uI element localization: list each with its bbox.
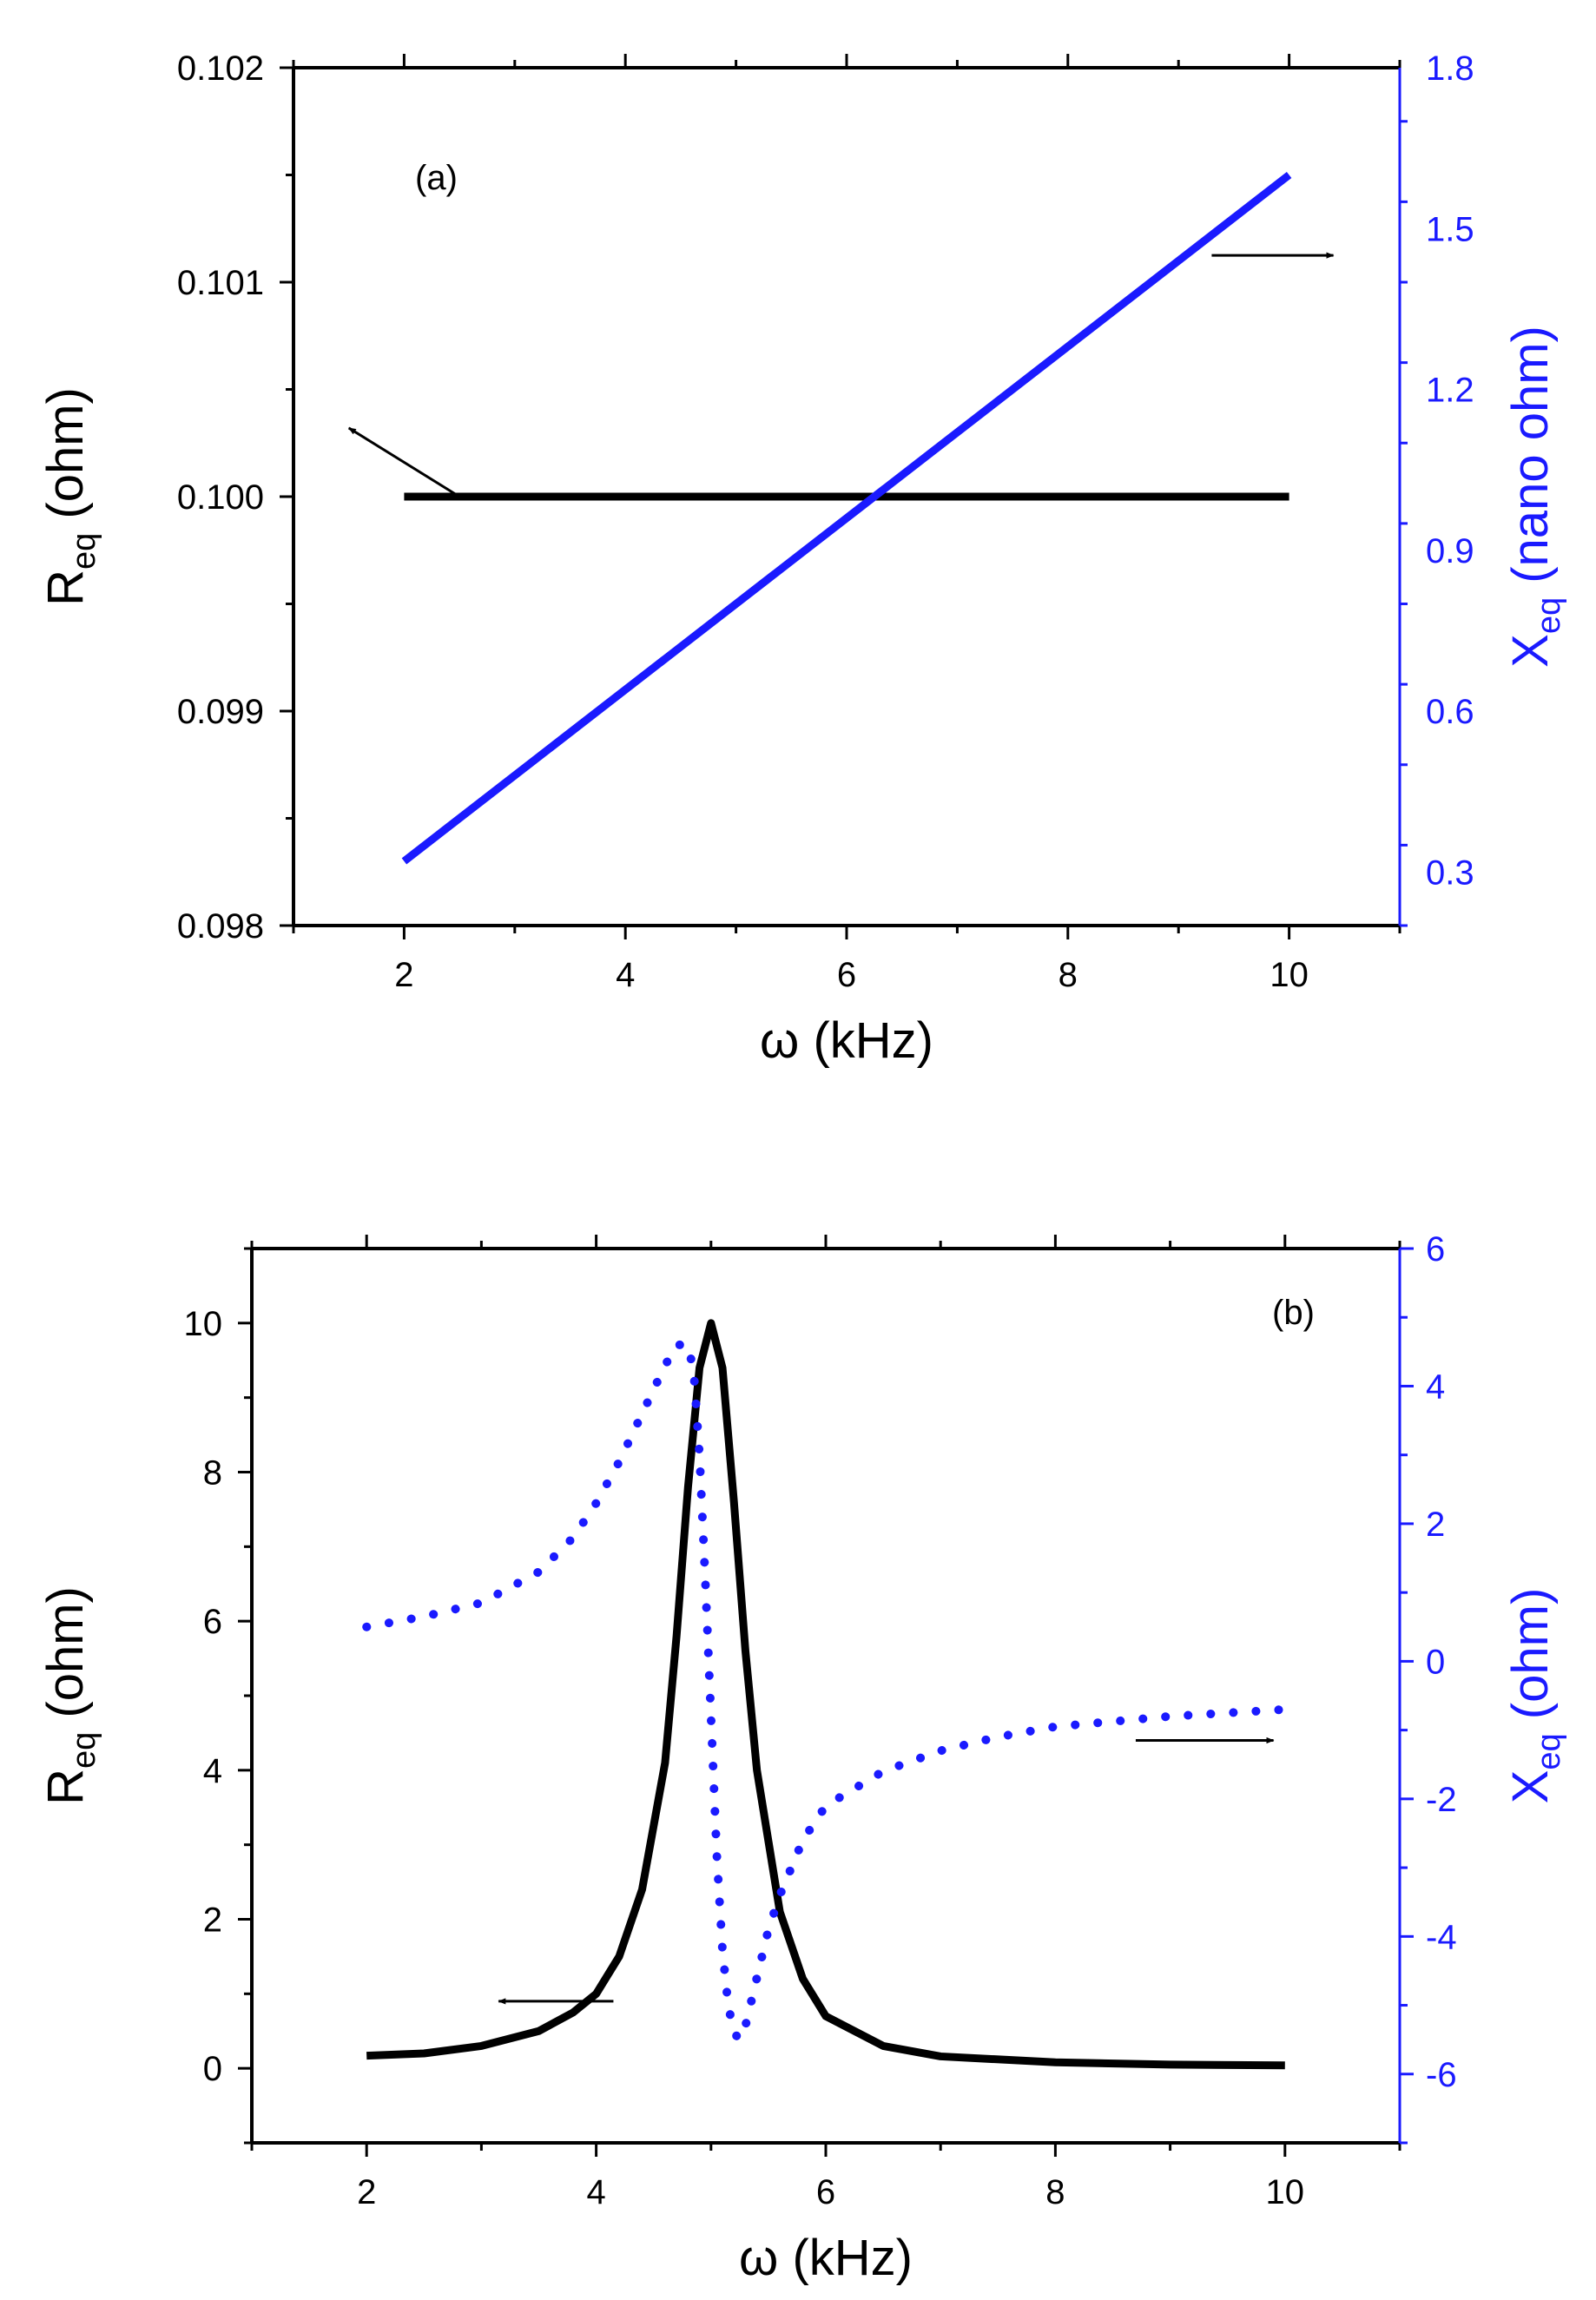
right-y-title-unit: (ohm) xyxy=(1502,1588,1559,1734)
x-tick-label: 2 xyxy=(394,956,413,994)
right-y-title-main: X xyxy=(1502,634,1559,668)
right-y-title-unit: (nano ohm) xyxy=(1502,326,1559,597)
x-tick-label: 4 xyxy=(616,956,635,994)
x-tick-label: 6 xyxy=(816,2173,835,2211)
panel-label: (b) xyxy=(1272,1294,1315,1332)
x-tick-label: 10 xyxy=(1270,956,1309,994)
x-axis-title-unit: (kHz) xyxy=(799,1012,933,1069)
left-y-title-unit: (ohm) xyxy=(37,1586,94,1732)
x-tick-label: 10 xyxy=(1266,2173,1305,2211)
panel-b-chart: 2 4 6 8 10 0 2 4 6 8 10 -6 -4 -2 0 2 4 6 (b) ω (kHz) Req (oh… xyxy=(37,1230,1567,2286)
left-y-tick-label: 0.102 xyxy=(177,49,264,88)
x-axis-title-symbol: ω xyxy=(760,1012,799,1069)
right-y-tick-label: 0.3 xyxy=(1426,853,1474,892)
left-y-tick-label: 6 xyxy=(203,1603,222,1641)
right-y-tick-label: 0 xyxy=(1426,1643,1445,1681)
right-y-tick-label: 6 xyxy=(1426,1230,1445,1269)
left-y-axis-title: Req (ohm) xyxy=(37,1586,102,1805)
right-y-tick-label: 1.8 xyxy=(1426,49,1474,88)
axis-indicator-arrow xyxy=(347,426,460,498)
left-y-title-subscript: eq xyxy=(66,533,102,570)
right-y-title-subscript: eq xyxy=(1531,1733,1567,1769)
left-y-tick-label: 0.101 xyxy=(177,264,264,302)
right-y-title-subscript: eq xyxy=(1531,597,1567,634)
x-tick-label: 2 xyxy=(357,2173,376,2211)
right-y-tick-label: -2 xyxy=(1426,1781,1457,1819)
series-2-dotted-line xyxy=(362,1340,1289,2048)
left-y-tick-label: 8 xyxy=(203,1454,222,1493)
left-y-tick-label: 4 xyxy=(203,1752,222,1790)
left-y-title-unit: (ohm) xyxy=(37,387,94,533)
left-y-tick-label: 0 xyxy=(203,2050,222,2088)
left-y-tick-label: 0.098 xyxy=(177,907,264,946)
series-1-line xyxy=(366,1319,1285,2070)
left-y-tick-label: 0.100 xyxy=(177,478,264,517)
left-y-axis-title: Req (ohm) xyxy=(37,387,102,606)
x-axis-title-unit: (kHz) xyxy=(778,2230,913,2286)
right-y-title-main: X xyxy=(1502,1770,1559,1804)
right-y-tick-label: -6 xyxy=(1426,2056,1457,2094)
x-axis-title-symbol: ω xyxy=(739,2230,778,2286)
right-y-axis-title: Xeq (nano ohm) xyxy=(1502,326,1567,668)
x-axis-title: ω (kHz) xyxy=(739,2230,913,2286)
left-y-title-subscript: eq xyxy=(66,1732,102,1769)
x-tick-label: 6 xyxy=(837,956,856,994)
right-y-tick-label: -4 xyxy=(1426,1918,1457,1956)
right-y-axis-title: Xeq (ohm) xyxy=(1502,1588,1567,1804)
x-tick-label: 8 xyxy=(1059,956,1078,994)
left-y-title-main: R xyxy=(37,570,94,606)
right-y-tick-label: 1.5 xyxy=(1426,210,1474,248)
right-y-tick-label: 2 xyxy=(1426,1506,1445,1544)
left-y-title-main: R xyxy=(37,1769,94,1805)
left-y-tick-label: 0.099 xyxy=(177,693,264,731)
left-y-tick-label: 10 xyxy=(184,1305,223,1343)
panel-a-chart: 2 4 6 8 10 0.098 0.099 0.100 0.101 0.102 0.3 0.6 0.9… xyxy=(37,49,1567,1069)
x-tick-label: 4 xyxy=(586,2173,605,2211)
left-y-tick-label: 2 xyxy=(203,1901,222,1940)
x-axis-title: ω (kHz) xyxy=(760,1012,933,1069)
panel-label: (a) xyxy=(415,159,458,197)
series-2-line xyxy=(401,171,1292,865)
x-tick-label: 8 xyxy=(1045,2173,1065,2211)
right-y-tick-label: 4 xyxy=(1426,1367,1445,1406)
right-y-tick-label: 0.9 xyxy=(1426,532,1474,570)
right-y-tick-label: 0.6 xyxy=(1426,693,1474,731)
right-y-tick-label: 1.2 xyxy=(1426,372,1474,410)
